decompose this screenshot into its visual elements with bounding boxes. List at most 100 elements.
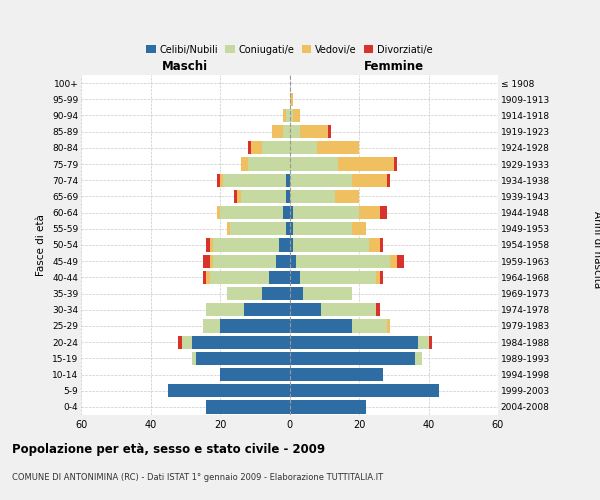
Bar	[352, 222, 366, 235]
Bar	[394, 158, 397, 170]
Bar	[387, 174, 390, 187]
Bar	[241, 190, 286, 203]
Bar	[223, 174, 286, 187]
Bar	[290, 320, 352, 332]
Bar	[241, 158, 248, 170]
Bar	[390, 254, 397, 268]
Bar	[248, 141, 251, 154]
Bar	[293, 206, 359, 220]
Bar	[376, 303, 380, 316]
Bar	[269, 270, 290, 284]
Bar	[203, 320, 220, 332]
Text: COMUNE DI ANTONIMINA (RC) - Dati ISTAT 1° gennaio 2009 - Elaborazione TUTTITALIA: COMUNE DI ANTONIMINA (RC) - Dati ISTAT 1…	[12, 472, 383, 482]
Bar	[196, 352, 290, 365]
Bar	[283, 109, 286, 122]
Bar	[290, 174, 352, 187]
Bar	[206, 270, 209, 284]
Bar	[248, 158, 290, 170]
Bar	[293, 222, 352, 235]
Bar	[290, 109, 293, 122]
Bar	[168, 384, 290, 398]
Bar	[262, 141, 290, 154]
Bar	[300, 270, 376, 284]
Bar	[213, 238, 279, 252]
Bar	[283, 125, 290, 138]
Bar	[209, 238, 213, 252]
Bar	[380, 206, 387, 220]
Text: Anni di nascita: Anni di nascita	[592, 212, 600, 288]
Bar	[293, 109, 300, 122]
Legend: Celibi/Nubili, Coniugati/e, Vedovi/e, Divorziati/e: Celibi/Nubili, Coniugati/e, Vedovi/e, Di…	[142, 41, 437, 58]
Text: Maschi: Maschi	[162, 60, 208, 74]
Bar	[206, 303, 244, 316]
Bar	[272, 125, 283, 138]
Bar	[290, 190, 335, 203]
Bar	[238, 190, 241, 203]
Text: Popolazione per età, sesso e stato civile - 2009: Popolazione per età, sesso e stato civil…	[12, 442, 325, 456]
Bar	[220, 206, 283, 220]
Bar	[290, 287, 304, 300]
Bar	[213, 254, 275, 268]
Bar	[234, 190, 238, 203]
Bar	[286, 190, 290, 203]
Bar	[244, 303, 290, 316]
Bar	[286, 174, 290, 187]
Bar	[178, 336, 182, 349]
Bar	[359, 206, 380, 220]
Bar	[370, 238, 380, 252]
Bar	[203, 270, 206, 284]
Bar	[290, 222, 293, 235]
Bar	[220, 368, 290, 381]
Bar	[290, 270, 300, 284]
Bar	[290, 141, 317, 154]
Bar	[304, 287, 352, 300]
Bar	[203, 254, 209, 268]
Bar	[290, 303, 321, 316]
Bar	[206, 238, 209, 252]
Bar	[290, 254, 296, 268]
Bar	[220, 174, 223, 187]
Bar	[380, 238, 383, 252]
Bar	[220, 320, 290, 332]
Bar	[428, 336, 432, 349]
Bar	[209, 254, 213, 268]
Bar	[397, 254, 404, 268]
Bar	[376, 270, 380, 284]
Bar	[286, 109, 290, 122]
Y-axis label: Fasce di età: Fasce di età	[37, 214, 46, 276]
Bar	[321, 303, 376, 316]
Bar	[290, 400, 366, 413]
Bar	[380, 270, 383, 284]
Bar	[286, 222, 290, 235]
Bar	[290, 125, 300, 138]
Bar	[290, 92, 293, 106]
Bar	[293, 238, 370, 252]
Bar	[275, 254, 290, 268]
Bar	[335, 190, 359, 203]
Bar	[217, 206, 220, 220]
Text: Femmine: Femmine	[364, 60, 424, 74]
Bar	[290, 352, 415, 365]
Bar	[338, 158, 394, 170]
Bar	[217, 174, 220, 187]
Bar	[209, 270, 269, 284]
Bar	[227, 287, 262, 300]
Bar	[230, 222, 286, 235]
Bar	[387, 320, 390, 332]
Bar	[290, 384, 439, 398]
Bar	[296, 254, 390, 268]
Bar	[418, 336, 428, 349]
Bar	[192, 352, 196, 365]
Bar	[290, 336, 418, 349]
Bar	[317, 141, 359, 154]
Bar	[290, 238, 293, 252]
Bar	[328, 125, 331, 138]
Bar	[283, 206, 290, 220]
Bar	[227, 222, 230, 235]
Bar	[290, 158, 338, 170]
Bar	[192, 336, 290, 349]
Bar	[352, 174, 387, 187]
Bar	[352, 320, 387, 332]
Bar	[182, 336, 192, 349]
Bar	[415, 352, 422, 365]
